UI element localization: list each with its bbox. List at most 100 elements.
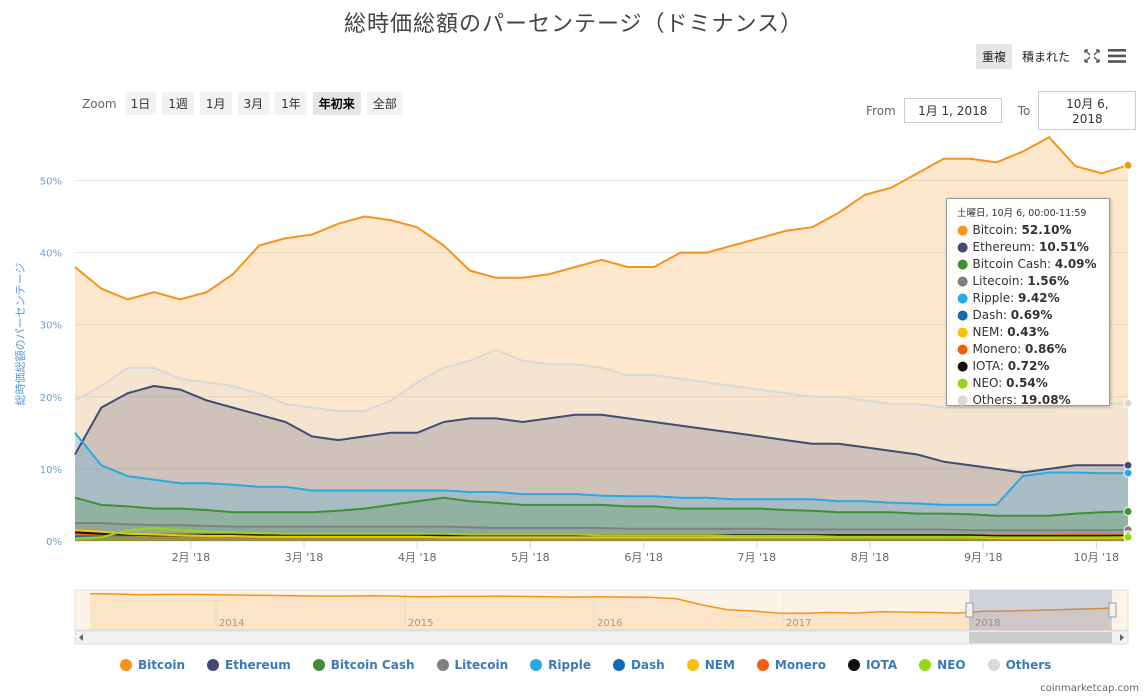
fullscreen-icon[interactable] (1082, 47, 1102, 65)
series-end-markers (1123, 160, 1133, 543)
ripple-line[interactable] (74, 432, 1129, 506)
navigator-year-label: 2018 (975, 618, 1000, 629)
from-label: From (866, 103, 896, 118)
zoom-1y-button[interactable]: 1年 (275, 92, 307, 115)
dominance-chart: 0% 10% 20% 30% 40% 50% 2月 '18 3月 '18 4月 '18 5月 '… (13, 136, 1133, 645)
navigator-year-label: 2015 (408, 618, 433, 629)
navigator-left-handle[interactable] (965, 602, 974, 618)
x-tick-label: 10月 '18 (1074, 551, 1120, 564)
legend-item-dash[interactable]: Dash (612, 658, 665, 672)
tooltip-series-value: 1.56% (1027, 274, 1069, 288)
legend-dot-icon (530, 659, 543, 671)
legend-label: NEO (937, 658, 966, 672)
navigator-right-handle[interactable] (1108, 602, 1117, 618)
zoom-1w-button[interactable]: 1週 (162, 92, 194, 115)
tooltip-row: ● Bitcoin: 52.10% (957, 223, 1072, 238)
tooltip-series-value: 0.69% (1010, 308, 1053, 322)
y-tick-label: 20% (40, 393, 62, 404)
x-tick-label: 3月 '18 (285, 551, 324, 564)
legend-label: Bitcoin (138, 658, 186, 672)
from-date-input[interactable]: 1月 1, 2018 (903, 98, 1002, 123)
legend-item-others[interactable]: Others (987, 658, 1052, 672)
ethereum-line[interactable] (74, 385, 1128, 474)
legend-item-nem[interactable]: NEM (686, 658, 735, 672)
bitcoin-cash-line[interactable] (74, 496, 1129, 517)
tooltip-series-value: 9.42% (1017, 291, 1060, 305)
tooltip-series-name: Dash (972, 308, 1003, 322)
tooltip-dot-icon: ● (957, 376, 973, 391)
navigator-line (89, 592, 1111, 615)
tooltip-row: ● Dash: 0.69% (957, 308, 1053, 323)
legend-item-iota[interactable]: IOTA (847, 658, 897, 672)
to-date-input[interactable]: 10月 6, 2018 (1038, 91, 1137, 130)
tooltip-dot-icon: ● (957, 257, 973, 272)
zoom-all-button[interactable]: 全部 (366, 92, 403, 115)
tooltip-row: ● Ethereum: 10.51% (957, 240, 1089, 255)
overlay-toggle[interactable]: 重複 (976, 44, 1013, 69)
legend-item-neo[interactable]: NEO (919, 658, 966, 672)
tooltip-dot-icon: ● (957, 291, 973, 306)
zoom-bar: Zoom 1日 1週 1月 3月 1年 年初来 全部 (82, 92, 403, 115)
y-axis-label: 総時価総額のパーセンテージ (13, 263, 27, 406)
legend-item-litecoin[interactable]: Litecoin (436, 658, 509, 672)
hamburger-menu-icon[interactable] (1107, 47, 1127, 65)
tooltip-series-value: 0.86% (1025, 342, 1067, 356)
tooltip-series-name: Bitcoin (972, 223, 1014, 237)
bitcoin-cash-end-marker (1123, 507, 1133, 517)
tooltip-series-value: 0.72% (1007, 359, 1050, 373)
x-tick-label: 4月 '18 (398, 551, 437, 564)
zoom-ytd-button[interactable]: 年初来 (312, 92, 361, 115)
legend-label: Litecoin (454, 658, 509, 672)
tooltip-series-name: NEM (972, 325, 1000, 339)
legend-item-monero[interactable]: Monero (756, 658, 826, 672)
stacked-toggle[interactable]: 積まれた (1022, 50, 1071, 64)
legend-dot-icon (312, 659, 325, 671)
zoom-3m-button[interactable]: 3月 (237, 92, 270, 115)
legend-dot-icon (207, 659, 220, 671)
tooltip-series-name: Ripple (972, 291, 1011, 305)
legend-dot-icon (919, 659, 932, 671)
tooltip-series-value: 10.51% (1038, 240, 1089, 254)
ethereum-end-marker (1123, 460, 1133, 470)
tooltip-series-name: Others (972, 393, 1013, 407)
legend-label: NEM (704, 658, 735, 672)
legend: Bitcoin Ethereum Bitcoin Cash Litecoin Rippl… (120, 658, 1051, 672)
scrollbar-track[interactable] (74, 630, 1129, 645)
tooltip-series-value: 4.09% (1054, 257, 1097, 271)
scrollbar-thumb[interactable] (969, 632, 1112, 643)
credit-link[interactable]: coinmarketcap.com (1040, 683, 1139, 694)
x-axis-ticks: 2月 '18 3月 '18 4月 '18 5月 '18 6月 '18 7月 '18 8月 '… (172, 541, 1120, 564)
tooltip-series-name: Litecoin (972, 274, 1020, 288)
legend-item-bitcoin-cash[interactable]: Bitcoin Cash (312, 658, 415, 672)
navigator[interactable]: 2014 2015 2016 2017 2018 (74, 589, 1129, 645)
legend-label: Monero (774, 658, 826, 672)
legend-dot-icon (120, 659, 132, 671)
zoom-1d-button[interactable]: 1日 (124, 92, 157, 115)
view-toggle-group: 重複 積まれた (976, 44, 1076, 69)
bitcoin-end-marker (1123, 160, 1133, 170)
x-tick-label: 5月 '18 (511, 551, 550, 564)
tooltip-dot-icon: ● (957, 223, 973, 238)
tooltip-row: ● Litecoin: 1.56% (957, 274, 1069, 289)
legend-dot-icon (436, 659, 449, 671)
tooltip-series-value: 52.10% (1021, 223, 1072, 237)
scroll-left-arrow-icon[interactable] (79, 634, 83, 641)
legend-label: Others (1005, 658, 1052, 672)
others-line[interactable] (74, 348, 1129, 413)
tooltip-series-name: IOTA (972, 359, 1000, 373)
tooltip-dot-icon: ● (957, 240, 973, 255)
x-tick-label: 2月 '18 (172, 551, 211, 564)
navigator-selection[interactable] (969, 590, 1112, 630)
legend-item-ripple[interactable]: Ripple (530, 658, 591, 672)
legend-item-ethereum[interactable]: Ethereum (207, 658, 291, 672)
neo-line[interactable] (74, 527, 1129, 540)
bitcoin-line[interactable] (74, 136, 1129, 301)
tooltip-row: ● Bitcoin Cash: 4.09% (957, 257, 1097, 272)
legend-item-bitcoin[interactable]: Bitcoin (120, 658, 185, 672)
legend-dot-icon (686, 659, 699, 671)
zoom-1m-button[interactable]: 1月 (199, 92, 232, 115)
litecoin-line[interactable] (75, 522, 1129, 532)
navigator-year-label: 2016 (597, 618, 622, 629)
scroll-right-arrow-icon[interactable] (1120, 634, 1124, 641)
neo-end-marker (1123, 532, 1133, 542)
